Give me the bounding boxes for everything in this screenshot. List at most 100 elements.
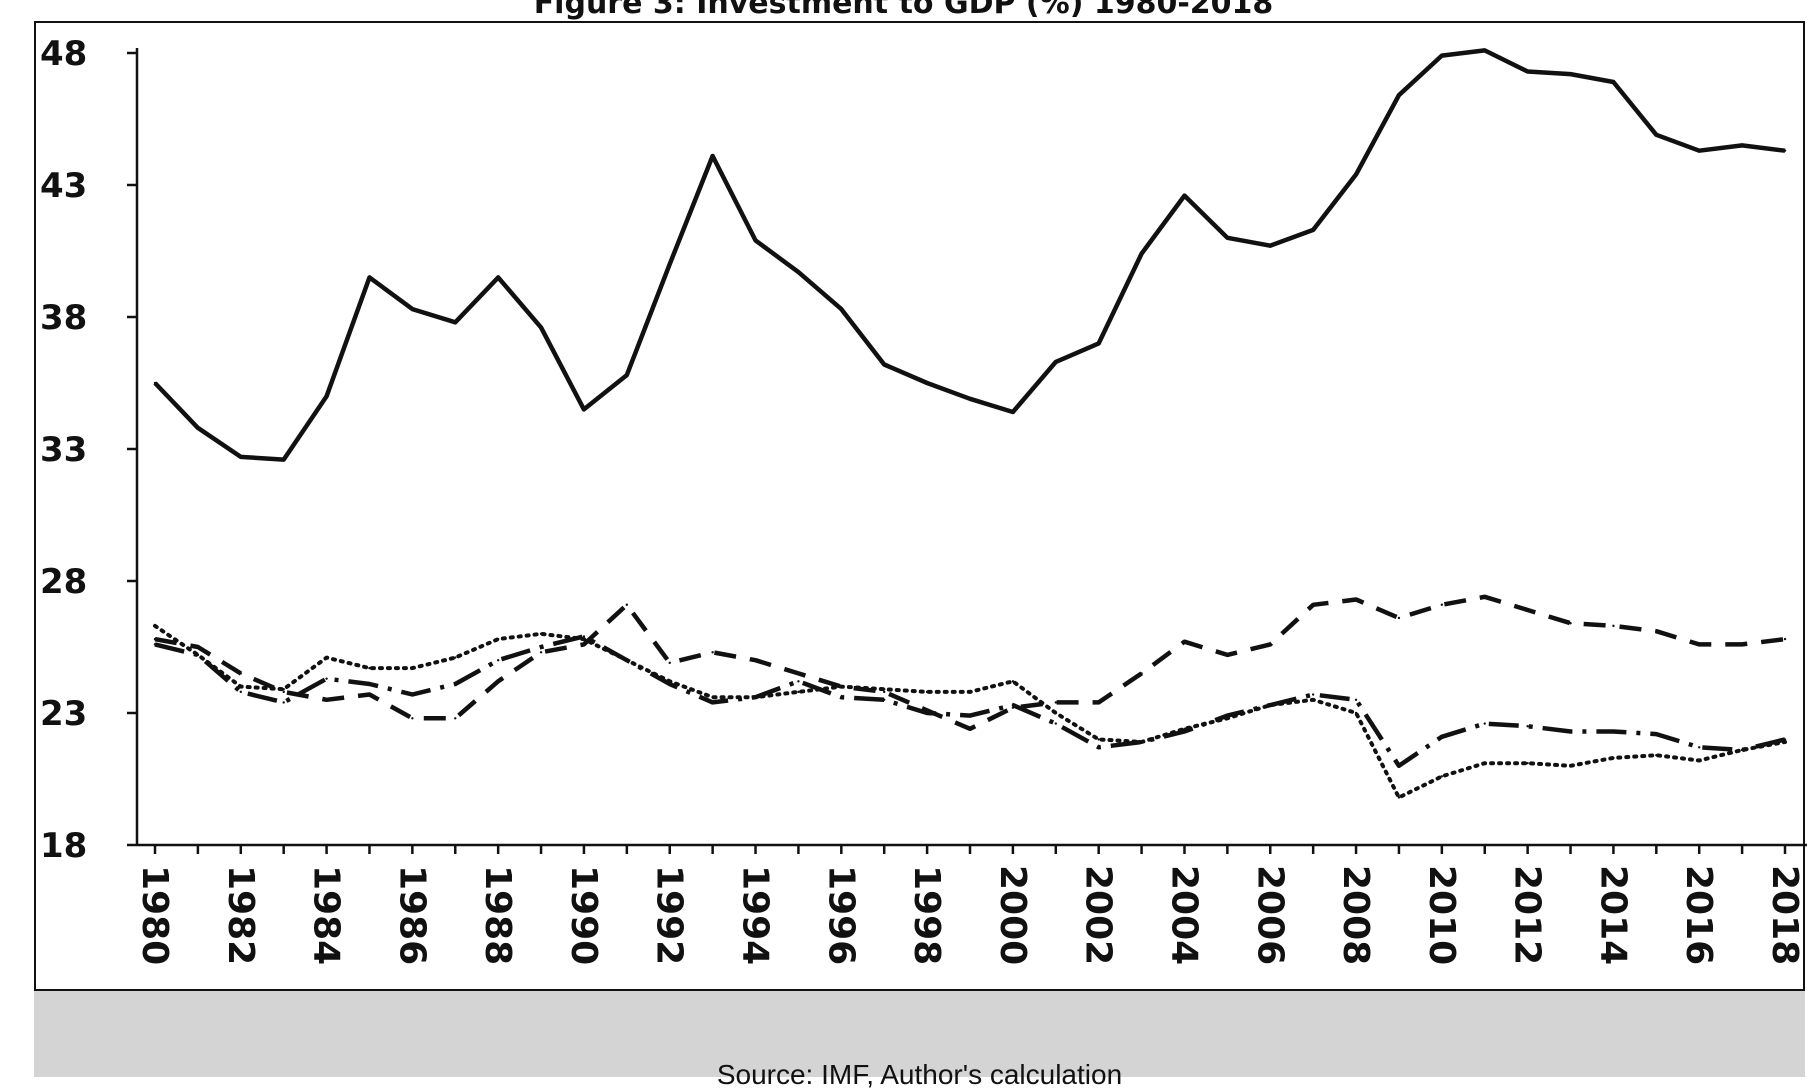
data-point-advanced-economies [496,637,500,641]
data-point-em-ex-chi [840,685,843,688]
data-point-china [1655,133,1658,137]
x-tick-label: 2014 [1592,865,1633,965]
y-tick-label: 38 [40,298,87,338]
data-point-china [325,395,328,398]
data-point-world-ex-china [1140,740,1143,744]
data-point-em-ex-chi [1698,643,1701,646]
data-point-china [840,307,843,311]
data-point-world-ex-china [625,659,629,662]
data-point-china [1311,228,1315,232]
data-point-em-ex-chi [1397,616,1401,620]
data-point-em-ex-chi [1740,643,1744,646]
data-point-world-ex-china [454,682,457,686]
data-point-em-ex-chi [1783,637,1787,641]
x-tick-label: 2018 [1764,865,1805,965]
data-point-china [153,381,157,385]
data-point-china [1698,149,1701,152]
data-point-advanced-economies [711,695,714,699]
data-point-world-ex-china [1011,703,1015,707]
y-tick-label: 48 [40,34,87,74]
data-point-em-ex-chi [1054,701,1057,704]
series-line-world-ex-china [154,634,1786,769]
data-point-advanced-economies [239,685,242,688]
data-point-advanced-economies [1097,738,1100,741]
data-point-china [239,455,242,459]
x-tick-label: 1980 [134,865,175,965]
data-point-advanced-economies [1011,680,1015,683]
x-tick-label: 1984 [306,865,347,965]
data-point-world-ex-china [582,635,586,638]
x-tick-label: 1990 [563,865,604,965]
data-point-em-ex-chi [883,690,886,694]
data-point-em-ex-chi [1140,672,1143,675]
data-point-china [1612,80,1615,84]
data-point-world-ex-china [196,653,200,657]
data-point-world-ex-china [1397,764,1401,767]
data-point-em-ex-chi [1526,608,1529,612]
data-point-world-ex-china [1097,746,1100,749]
data-point-world-ex-china [1440,735,1444,738]
data-point-world-ex-china [1698,746,1701,749]
data-point-china [1097,342,1100,345]
data-point-china [1483,49,1486,52]
data-point-world-ex-china [797,680,800,683]
data-point-em-ex-chi [797,672,800,675]
data-point-em-ex-chi [282,690,285,694]
data-point-em-ex-chi [325,698,328,701]
data-point-advanced-economies [454,656,457,659]
data-point-advanced-economies [368,666,371,670]
data-point-china [1140,252,1143,255]
data-point-em-ex-chi [754,659,757,662]
data-point-advanced-economies [325,656,328,659]
data-point-china [754,239,757,242]
line-chart: 18 23 28 33 38 43 48 1980 1982 1984 1986 1988 1990 19… [40,34,1807,965]
data-point-china [1011,410,1015,414]
data-point-china [1440,54,1444,57]
data-point-em-ex-chi [668,661,671,665]
y-tick-label: 43 [40,166,87,206]
data-point-em-ex-chi [1569,622,1572,625]
chart-title: Figure 3: Investment to GDP (%) 1980-201… [533,0,1274,21]
data-point-world-ex-china [968,714,972,717]
data-point-em-ex-chi [1183,640,1186,643]
y-tick-label: 33 [40,430,87,470]
data-point-advanced-economies [1397,796,1401,799]
x-tick-label: 1988 [477,865,518,965]
data-point-china [582,408,586,411]
data-point-china [1054,360,1057,364]
data-point-china [1783,149,1787,152]
x-tick-label: 2012 [1507,865,1548,965]
data-point-em-ex-chi [496,680,500,683]
data-point-china [496,276,500,279]
data-point-world-ex-china [411,693,414,696]
data-point-advanced-economies [1354,711,1358,715]
y-tick-label: 28 [40,562,87,602]
chart-frame [34,21,1805,991]
data-point-world-ex-china [1054,722,1057,725]
y-tick-label: 18 [40,826,87,866]
x-tick-label: 2000 [992,865,1033,965]
x-tick-label: 1992 [649,865,690,965]
y-tick-label: 23 [40,694,87,734]
data-point-world-ex-china [1612,730,1615,733]
data-point-em-ex-chi [239,672,242,675]
data-point-world-ex-china [325,677,328,680]
data-point-world-ex-china [539,645,543,649]
data-point-china [797,270,800,274]
data-point-em-ex-chi [711,651,714,654]
data-point-advanced-economies [1483,761,1486,765]
data-point-world-ex-china [1655,732,1658,736]
data-point-advanced-economies [797,690,800,694]
data-point-world-ex-china [754,695,757,699]
data-point-world-ex-china [1269,703,1272,707]
data-point-advanced-economies [411,666,414,670]
data-point-em-ex-chi [539,651,543,654]
data-point-china [883,363,886,366]
source-note: Source: IMF, Author's calculation [716,1059,1123,1090]
data-point-em-ex-chi [968,727,972,731]
data-point-em-ex-chi [1269,643,1272,646]
x-tick-label: 1986 [391,865,432,965]
x-tick-label: 2010 [1421,865,1462,965]
data-point-world-ex-china [153,643,157,646]
data-point-world-ex-china [1311,693,1315,696]
